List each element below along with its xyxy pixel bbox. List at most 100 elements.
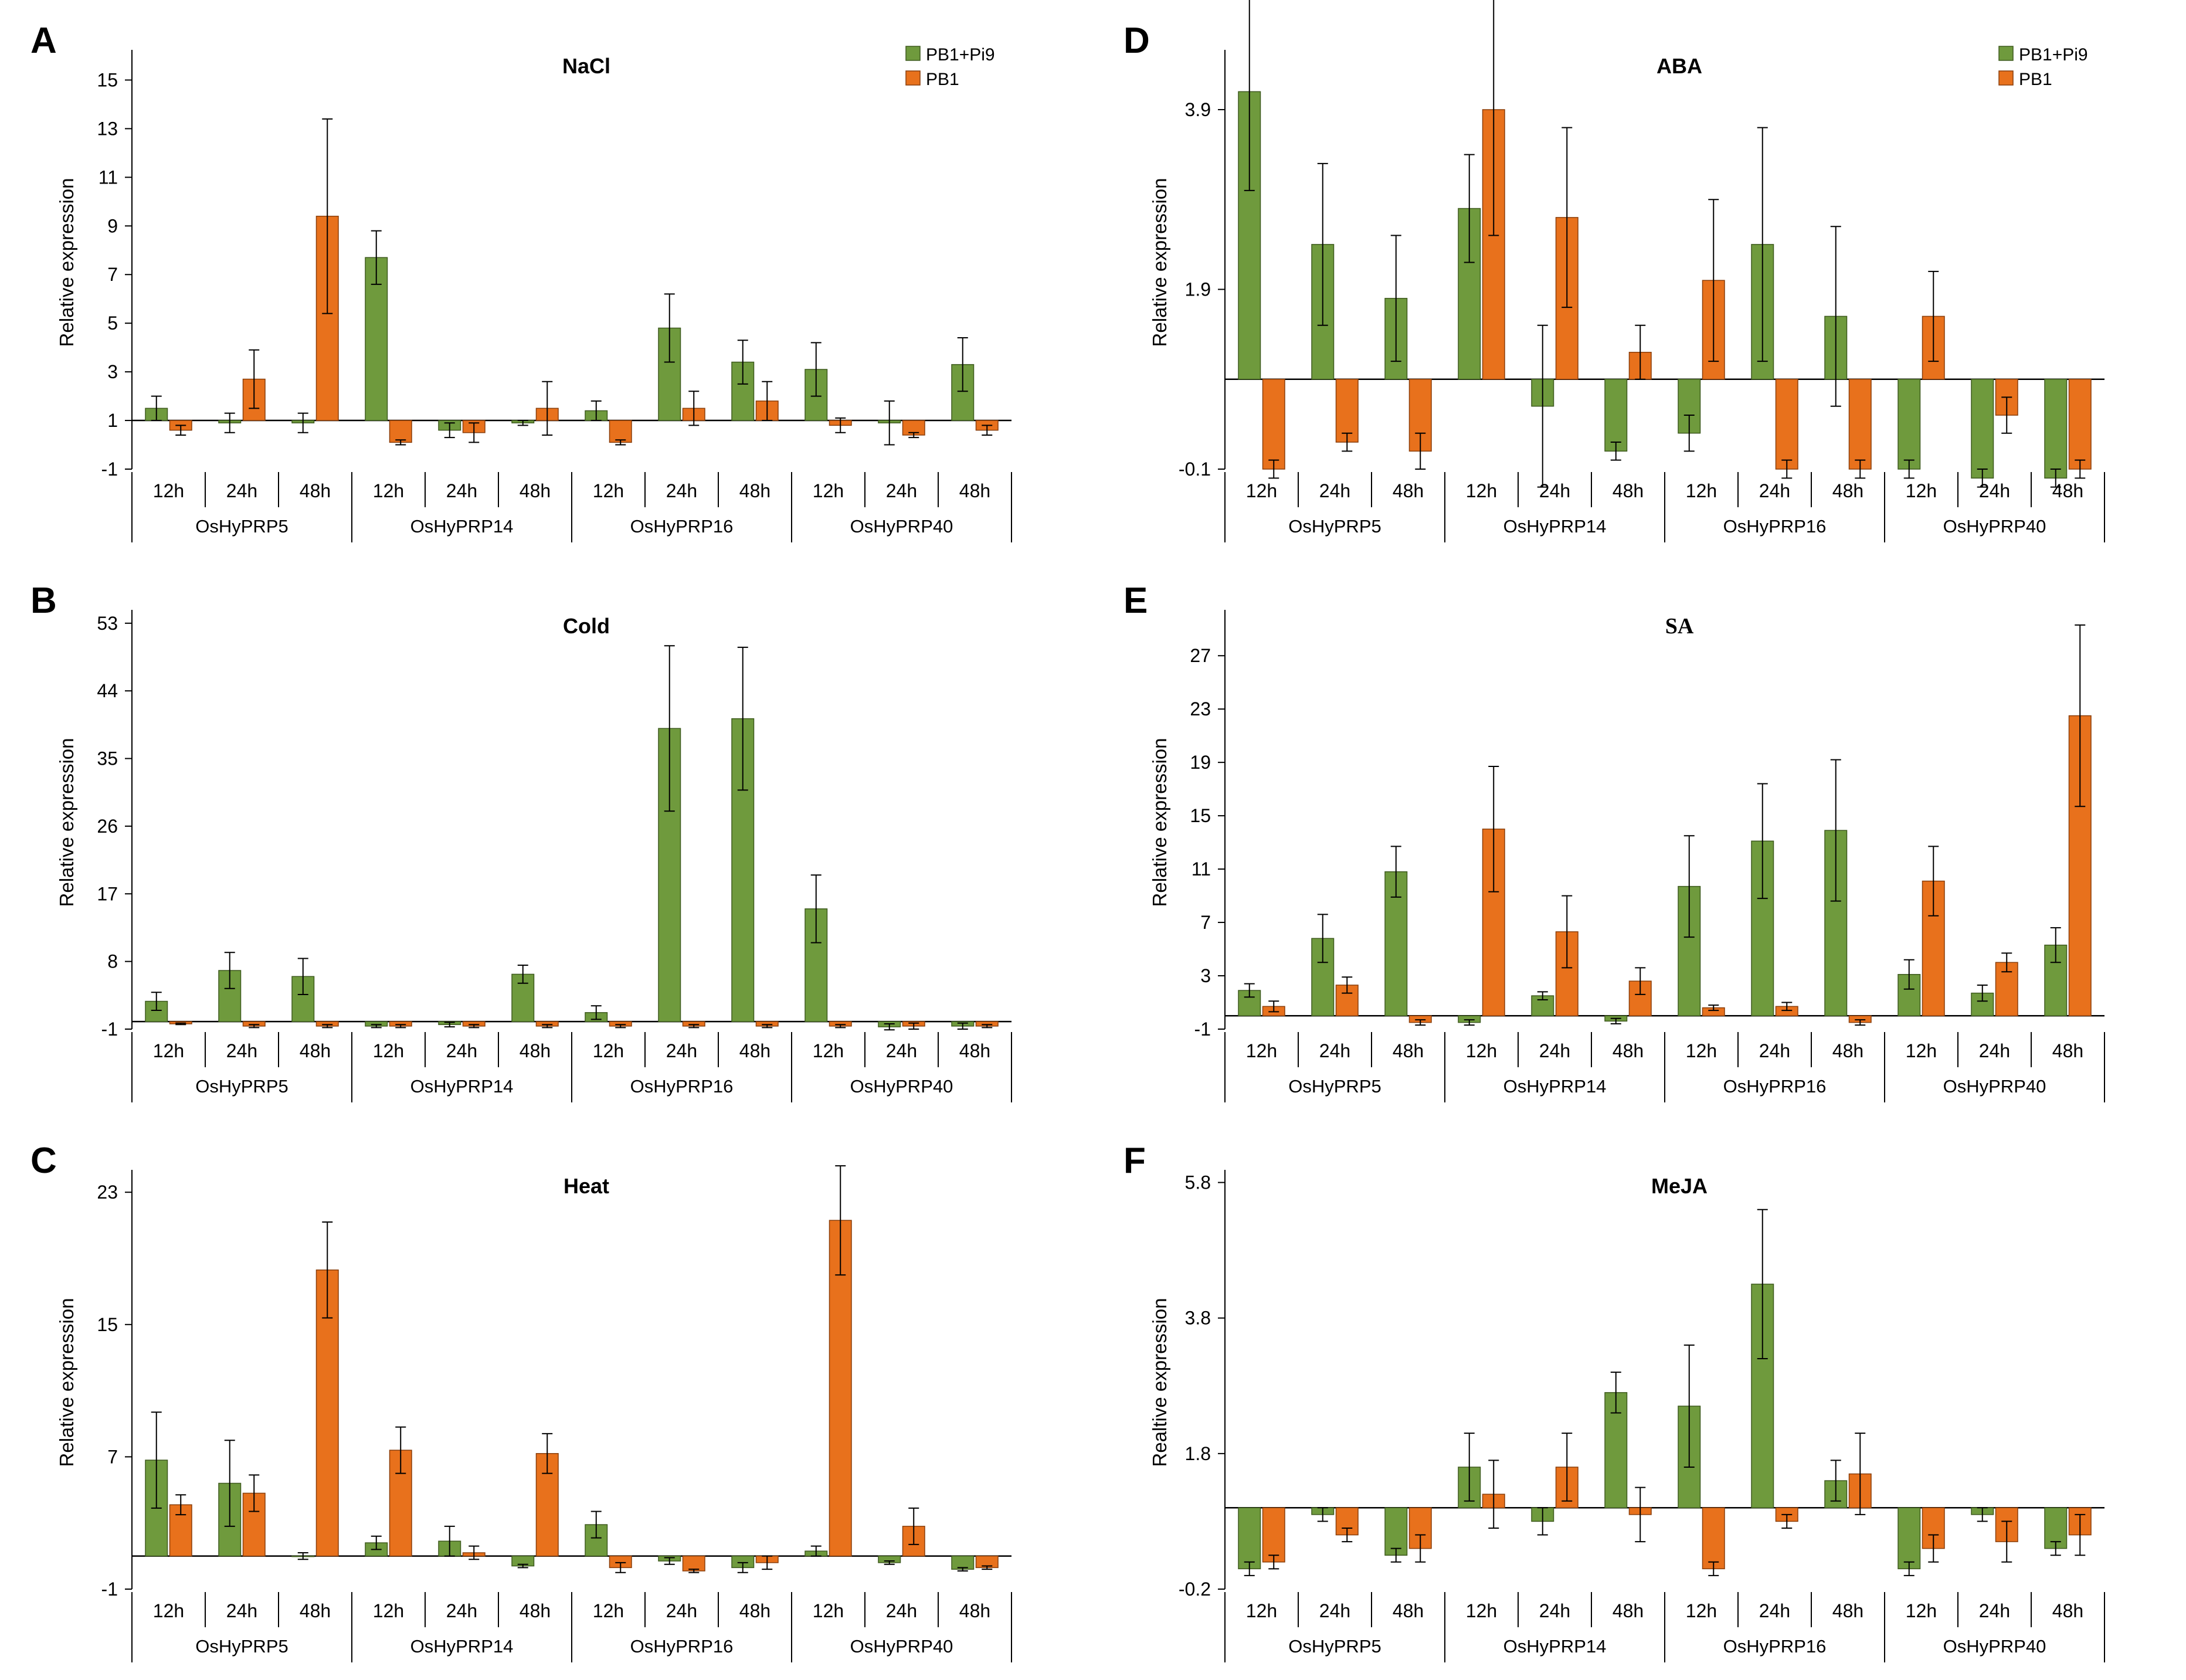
error-bar <box>1562 895 1573 969</box>
error-bar <box>297 958 308 996</box>
error-bar <box>1464 1019 1475 1026</box>
y-tick-label: 9 <box>107 215 118 236</box>
error-bar <box>1390 235 1401 362</box>
timepoint-label: 12h <box>1246 480 1277 501</box>
y-tick-label: 27 <box>1190 645 1211 666</box>
y-axis-label: Relative expression <box>56 178 77 347</box>
y-tick-label: 23 <box>1190 698 1211 719</box>
error-bar <box>175 1022 186 1026</box>
y-tick-label: 15 <box>97 1314 118 1335</box>
timepoint-label: 12h <box>153 480 184 501</box>
error-bar <box>1610 1372 1621 1414</box>
timepoint-label: 48h <box>520 480 551 501</box>
bar-pb1-0 <box>1262 378 1285 470</box>
error-bar <box>957 1567 968 1572</box>
error-bar <box>2050 927 2061 963</box>
gene-group-label: OsHyPRP16 <box>1723 516 1827 537</box>
error-bar <box>615 1024 626 1029</box>
chart-title: ABA <box>1657 54 1702 78</box>
timepoint-label: 12h <box>373 480 404 501</box>
error-bar <box>2075 1513 2086 1556</box>
error-bar <box>444 1525 455 1557</box>
timepoint-label: 48h <box>1832 1600 1863 1621</box>
error-bar <box>1830 759 1841 902</box>
y-tick-label: -1 <box>1194 1019 1211 1040</box>
error-bar <box>1635 324 1646 380</box>
timepoint-label: 24h <box>1979 1040 2010 1061</box>
error-bar <box>1464 154 1475 263</box>
error-bar <box>884 1023 895 1031</box>
timepoint-label: 12h <box>153 1040 184 1061</box>
error-bar <box>224 952 235 989</box>
timepoint-label: 48h <box>739 480 770 501</box>
error-bar <box>1317 914 1328 963</box>
timepoint-label: 24h <box>1759 1600 1790 1621</box>
error-bar <box>737 646 748 791</box>
timepoint-label: 12h <box>373 1040 404 1061</box>
error-bar <box>1903 1561 1915 1576</box>
timepoint-label: 12h <box>1466 1040 1497 1061</box>
panel-letter: E <box>1123 581 1148 621</box>
error-bar <box>737 1562 748 1573</box>
timepoint-label: 24h <box>1759 480 1790 501</box>
y-tick-label: 1 <box>107 410 118 431</box>
error-bar <box>1830 226 1841 407</box>
gene-group-label: OsHyPRP5 <box>1288 1636 1381 1657</box>
error-bar <box>810 874 822 943</box>
error-bar <box>1244 0 1255 191</box>
timepoint-label: 12h <box>593 480 624 501</box>
error-bar <box>444 1021 455 1028</box>
y-tick-label: 3 <box>1200 965 1211 986</box>
bar-pb1-0 <box>1262 1507 1285 1563</box>
error-bar <box>1537 1507 1548 1536</box>
error-bar <box>590 1005 602 1020</box>
error-bar <box>249 1024 260 1029</box>
error-bar <box>249 349 260 409</box>
bar-pb1pi9-2 <box>1384 1507 1408 1556</box>
error-bar <box>762 381 773 422</box>
error-bar <box>737 340 748 385</box>
bar-pb1-8 <box>1848 378 1872 470</box>
timepoint-label: 24h <box>1539 1600 1570 1621</box>
gene-group-label: OsHyPRP5 <box>1288 516 1381 537</box>
legend-label: PB1+Pi9 <box>926 45 995 65</box>
gene-group-label: OsHyPRP40 <box>850 1076 953 1097</box>
gene-group-label: OsHyPRP5 <box>1288 1076 1381 1097</box>
timepoint-label: 12h <box>1466 1600 1497 1621</box>
error-bar <box>1635 967 1646 995</box>
y-tick-label: -1 <box>101 459 118 480</box>
legend-label: PB1 <box>926 70 959 89</box>
error-bar <box>2001 1521 2012 1563</box>
error-bar <box>908 1022 919 1030</box>
gene-group-label: OsHyPRP16 <box>630 1076 734 1097</box>
y-tick-label: 1.9 <box>1185 279 1211 300</box>
error-bar <box>469 1545 480 1560</box>
chart-svg: F MeJA Realtive expression -0.2 1.8 3.8 5.8 12h… <box>1123 1141 2105 1662</box>
timepoint-label: 48h <box>959 1600 990 1621</box>
error-bar <box>688 1024 700 1029</box>
error-bar <box>1757 1209 1768 1360</box>
error-bar <box>469 422 480 443</box>
error-bar <box>1537 991 1548 1000</box>
error-bar <box>1610 442 1621 461</box>
error-bar <box>1268 1000 1279 1013</box>
gene-group-label: OsHyPRP40 <box>1943 516 2046 537</box>
error-bar <box>615 439 626 446</box>
error-bar <box>297 1552 308 1560</box>
gene-group-label: OsHyPRP14 <box>410 1076 514 1097</box>
error-bar <box>444 422 455 439</box>
error-bar <box>1415 1534 1426 1563</box>
timepoint-label: 12h <box>1906 1040 1937 1061</box>
error-bar <box>1317 162 1328 326</box>
bar-pb1-6 <box>609 420 632 443</box>
timepoint-label: 48h <box>1613 1040 1644 1061</box>
timepoint-label: 48h <box>1832 480 1863 501</box>
timepoint-label: 24h <box>1539 480 1570 501</box>
timepoint-label: 12h <box>813 1600 844 1621</box>
y-tick-label: 11 <box>99 167 118 188</box>
timepoint-label: 48h <box>300 1600 331 1621</box>
timepoint-label: 12h <box>373 1600 404 1621</box>
error-bar <box>297 412 308 433</box>
timepoint-label: 24h <box>886 480 917 501</box>
timepoint-label: 24h <box>446 1040 477 1061</box>
